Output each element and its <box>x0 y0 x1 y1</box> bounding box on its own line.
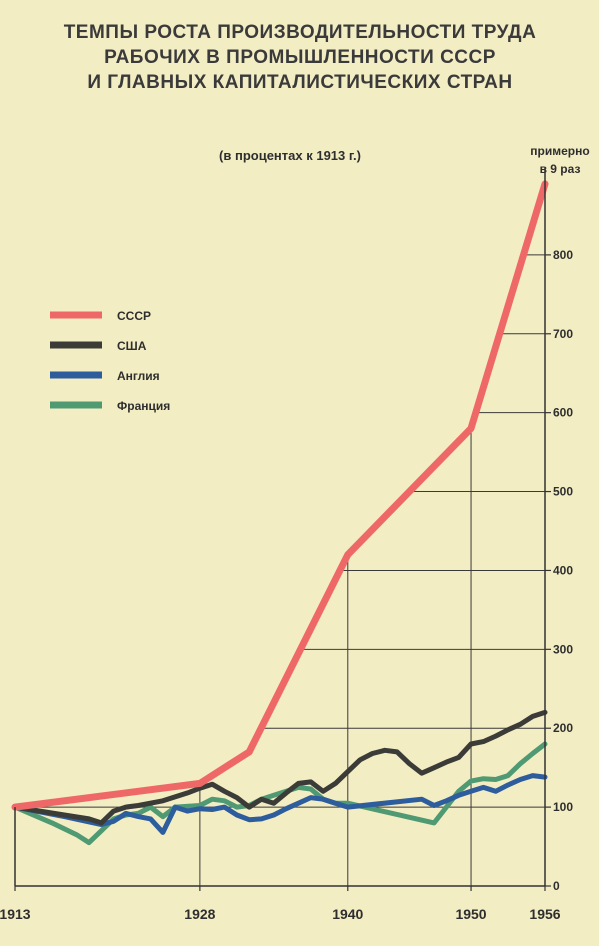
y-tick-label-100: 100 <box>553 800 573 814</box>
y-tick-label-500: 500 <box>553 485 573 499</box>
y-tick-label-600: 600 <box>553 406 573 420</box>
series-line-1 <box>11 180 549 811</box>
annotation-approx-9x: примерно в 9 раз <box>522 142 598 178</box>
y-tick-label-800: 800 <box>553 248 573 262</box>
chart-title: ТЕМПЫ РОСТА ПРОИЗВОДИТЕЛЬНОСТИ ТРУДА РАБ… <box>20 20 580 95</box>
x-tick-label-1950: 1950 <box>455 906 486 922</box>
series-lines <box>11 180 549 846</box>
title-line-2: РАБОЧИХ В ПРОМЫШЛЕННОСТИ СССР <box>104 47 496 68</box>
y-tick-label-300: 300 <box>553 642 573 656</box>
y-tick-label-0: 0 <box>553 879 560 893</box>
x-tick-label-1913: 1913 <box>0 906 31 922</box>
y-tick-label-700: 700 <box>553 327 573 341</box>
series-line-3 <box>12 773 548 835</box>
x-tick-label-1928: 1928 <box>184 906 215 922</box>
x-tick-label-1940: 1940 <box>332 906 363 922</box>
legend-label-3: Англия <box>117 369 160 383</box>
title-line-1: ТЕМПЫ РОСТА ПРОИЗВОДИТЕЛЬНОСТИ ТРУДА <box>63 22 537 43</box>
legend: СССР США Англия Франция <box>50 309 170 413</box>
y-tick-label-200: 200 <box>553 721 573 735</box>
annotation-line-1: примерно <box>530 144 590 158</box>
annotation-line-2: в 9 раз <box>539 162 581 176</box>
legend-label-4: Франция <box>117 399 170 413</box>
x-tick-label-1956: 1956 <box>529 906 560 922</box>
grid-lines <box>15 254 545 886</box>
axes: 0 100 200 300 400 500 600 700 800 1913 1928 1940 195… <box>0 168 573 922</box>
y-tick-label-400: 400 <box>553 563 573 577</box>
chart-subtitle: (в процентах к 1913 г.) <box>219 148 361 163</box>
legend-label-1: СССР <box>117 309 151 323</box>
series-line-2 <box>12 709 548 826</box>
legend-label-2: США <box>117 339 147 353</box>
title-line-3: И ГЛАВНЫХ КАПИТАЛИСТИЧЕСКИХ СТРАН <box>87 72 513 93</box>
